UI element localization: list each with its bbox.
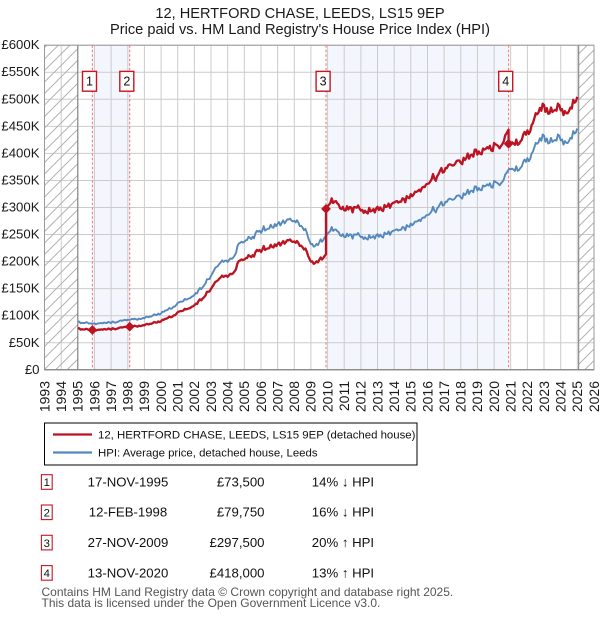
svg-text:£600K: £600K xyxy=(1,37,39,52)
svg-text:This data is licensed under th: This data is licensed under the Open Gov… xyxy=(42,596,381,610)
svg-text:2008: 2008 xyxy=(286,381,302,412)
svg-text:2: 2 xyxy=(44,508,50,520)
svg-text:13% ↑ HPI: 13% ↑ HPI xyxy=(312,565,374,580)
svg-text:2003: 2003 xyxy=(203,381,219,412)
svg-text:£500K: £500K xyxy=(1,91,39,106)
svg-text:2021: 2021 xyxy=(503,381,519,412)
svg-text:16% ↓ HPI: 16% ↓ HPI xyxy=(312,505,374,520)
svg-text:2006: 2006 xyxy=(253,381,269,412)
svg-text:27-NOV-2009: 27-NOV-2009 xyxy=(88,535,169,550)
svg-text:4: 4 xyxy=(502,75,509,89)
svg-text:1998: 1998 xyxy=(120,381,136,412)
svg-text:1: 1 xyxy=(86,75,93,89)
svg-text:14% ↓ HPI: 14% ↓ HPI xyxy=(312,474,374,489)
svg-text:£0: £0 xyxy=(25,362,40,377)
svg-text:2025: 2025 xyxy=(569,381,585,412)
svg-text:2002: 2002 xyxy=(186,381,202,412)
svg-text:2012: 2012 xyxy=(353,381,369,412)
svg-text:2004: 2004 xyxy=(220,381,236,412)
svg-text:2024: 2024 xyxy=(553,381,569,412)
svg-text:2015: 2015 xyxy=(403,381,419,412)
svg-text:13-NOV-2020: 13-NOV-2020 xyxy=(88,565,169,580)
svg-text:£400K: £400K xyxy=(1,145,39,160)
svg-text:£79,750: £79,750 xyxy=(217,505,265,520)
svg-text:2009: 2009 xyxy=(303,381,319,412)
svg-text:2020: 2020 xyxy=(486,381,502,412)
svg-text:2007: 2007 xyxy=(269,381,285,412)
svg-text:£300K: £300K xyxy=(1,200,39,215)
svg-text:2: 2 xyxy=(123,75,130,89)
svg-text:1997: 1997 xyxy=(103,381,119,412)
svg-text:1994: 1994 xyxy=(53,381,69,412)
svg-text:2016: 2016 xyxy=(419,381,435,412)
svg-text:2001: 2001 xyxy=(170,381,186,412)
svg-text:2023: 2023 xyxy=(536,381,552,412)
svg-text:£73,500: £73,500 xyxy=(217,474,265,489)
svg-text:£418,000: £418,000 xyxy=(209,565,264,580)
svg-text:£550K: £550K xyxy=(1,64,39,79)
svg-text:1999: 1999 xyxy=(136,381,152,412)
svg-text:£350K: £350K xyxy=(1,172,39,187)
svg-text:1995: 1995 xyxy=(70,381,86,412)
svg-text:1996: 1996 xyxy=(86,381,102,412)
svg-text:£50K: £50K xyxy=(9,335,40,350)
svg-text:12, HERTFORD CHASE, LEEDS, LS1: 12, HERTFORD CHASE, LEEDS, LS15 9EP (det… xyxy=(98,430,416,442)
svg-text:£100K: £100K xyxy=(1,308,39,323)
svg-text:£450K: £450K xyxy=(1,118,39,133)
svg-text:£297,500: £297,500 xyxy=(209,535,264,550)
svg-text:HPI: Average price, detached h: HPI: Average price, detached house, Leed… xyxy=(98,448,318,460)
svg-text:2026: 2026 xyxy=(586,381,600,412)
svg-text:2000: 2000 xyxy=(153,381,169,412)
svg-text:3: 3 xyxy=(44,538,50,550)
svg-text:£250K: £250K xyxy=(1,227,39,242)
svg-text:2014: 2014 xyxy=(386,381,402,412)
svg-text:2013: 2013 xyxy=(369,381,385,412)
svg-text:3: 3 xyxy=(320,75,327,89)
svg-text:4: 4 xyxy=(44,568,50,580)
svg-text:2019: 2019 xyxy=(469,381,485,412)
svg-text:2010: 2010 xyxy=(319,381,335,412)
svg-text:2018: 2018 xyxy=(453,381,469,412)
svg-text:2011: 2011 xyxy=(336,381,352,411)
svg-text:12-FEB-1998: 12-FEB-1998 xyxy=(89,505,167,520)
svg-text:Price paid vs. HM Land Registr: Price paid vs. HM Land Registry's House … xyxy=(110,22,490,38)
svg-text:20% ↑ HPI: 20% ↑ HPI xyxy=(312,535,374,550)
svg-text:2005: 2005 xyxy=(236,381,252,412)
svg-text:2017: 2017 xyxy=(436,381,452,412)
svg-text:Contains HM Land Registry data: Contains HM Land Registry data © Crown c… xyxy=(42,585,454,599)
svg-text:£150K: £150K xyxy=(1,281,39,296)
svg-text:17-NOV-1995: 17-NOV-1995 xyxy=(88,474,169,489)
svg-text:12, HERTFORD CHASE, LEEDS, LS1: 12, HERTFORD CHASE, LEEDS, LS15 9EP xyxy=(155,6,444,22)
svg-text:2022: 2022 xyxy=(519,381,535,412)
svg-text:1993: 1993 xyxy=(36,381,52,412)
svg-text:1: 1 xyxy=(44,477,50,489)
svg-text:£200K: £200K xyxy=(1,254,39,269)
